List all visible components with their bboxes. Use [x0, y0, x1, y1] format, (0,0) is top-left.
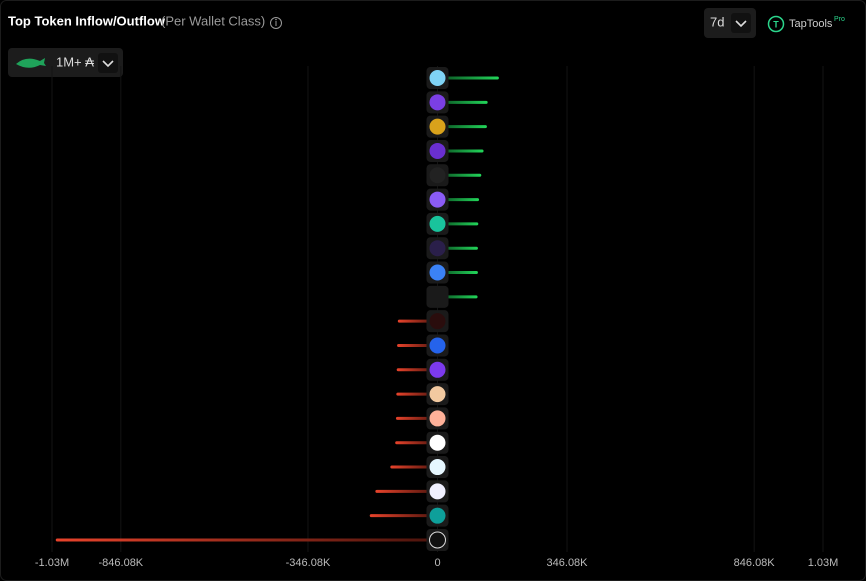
x-tick-label: 1.03M [808, 557, 839, 569]
x-tick-label: 346.08K [547, 557, 589, 569]
x-tick-label: 0 [434, 557, 440, 569]
x-tick-label: -1.03M [35, 557, 69, 569]
token-icon [429, 191, 446, 208]
token-icon [429, 167, 446, 184]
token-icon [429, 94, 446, 111]
timeframe-dropdown[interactable]: 7d [704, 8, 756, 38]
token-icon [429, 313, 446, 330]
x-tick-label: -346.08K [286, 557, 331, 569]
token-icon [429, 118, 446, 135]
bar [437, 76, 499, 80]
info-icon[interactable] [270, 17, 282, 29]
token-icon [429, 288, 446, 305]
brand-badge: Pro [834, 16, 845, 23]
bar [375, 489, 438, 493]
token-icon [429, 483, 446, 500]
x-tick-label: 846.08K [734, 557, 776, 569]
icons [426, 67, 449, 551]
bar [437, 125, 487, 129]
bar [390, 465, 438, 469]
brand-logo[interactable]: T TapTools Pro [767, 15, 846, 33]
token-icon [429, 337, 446, 354]
chart-title: Top Token Inflow/Outflow [8, 13, 166, 28]
token-icon [429, 240, 446, 257]
bar [369, 514, 438, 518]
svg-text:T: T [773, 19, 779, 29]
bar [437, 149, 484, 153]
grid [51, 66, 824, 552]
token-icon [429, 434, 446, 451]
timeframe-label: 7d [710, 14, 724, 29]
x-tick-label: -846.08K [99, 557, 144, 569]
token-icon [429, 142, 446, 159]
token-icon [429, 459, 446, 476]
token-icon [429, 507, 446, 524]
token-icon [429, 531, 446, 549]
token-icon [429, 386, 446, 403]
token-icon [429, 361, 446, 378]
x-axis: -1.03M -846.08K -346.08K 0 346.08K 846.08K 1.0… [35, 557, 838, 569]
token-icon [429, 70, 446, 86]
token-icon [429, 215, 446, 232]
chart-subtitle: (Per Wallet Class) [161, 13, 265, 28]
token-icon [429, 264, 446, 281]
wallet-class-dropdown[interactable]: 1M+ ₳ [8, 48, 123, 77]
bar [55, 538, 438, 542]
bar [437, 100, 488, 104]
brand-name: TapTools [789, 18, 833, 30]
wallet-class-label: 1M+ ₳ [56, 54, 94, 69]
token-icon [429, 410, 446, 427]
